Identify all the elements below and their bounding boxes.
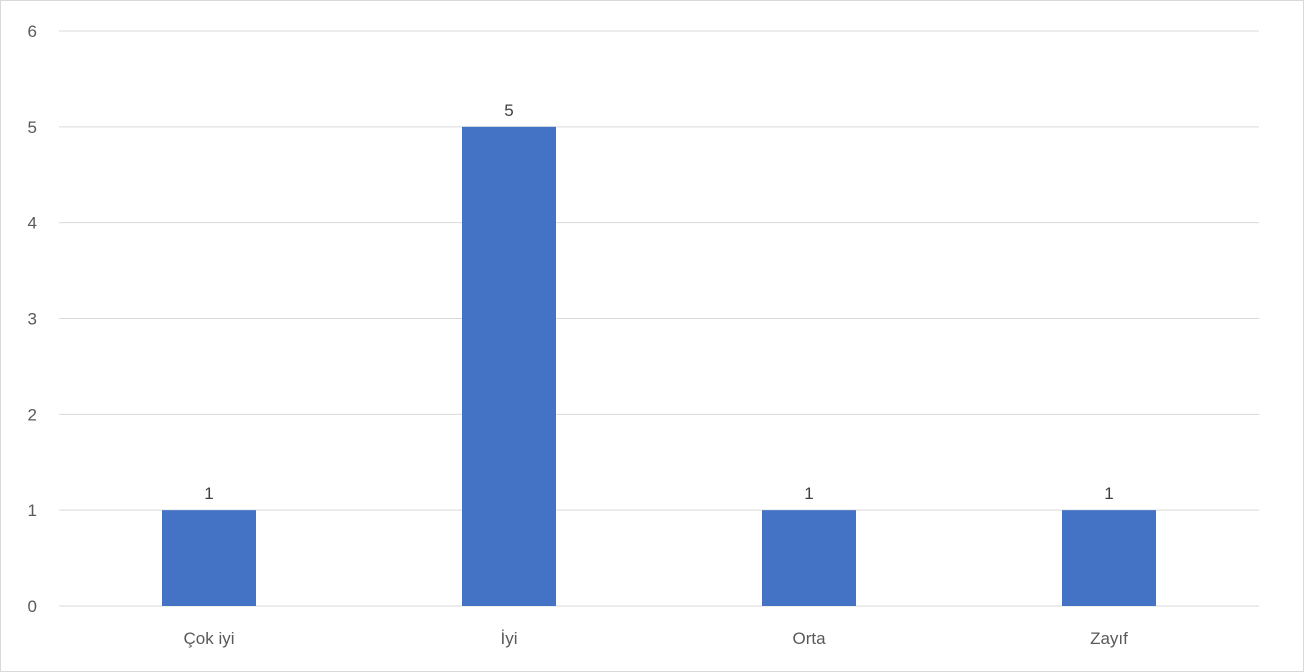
x-axis-tick-labels: Çok iyi İyi Orta Zayıf — [183, 629, 1128, 648]
bar-1 — [162, 510, 256, 606]
x-tick-label: Çok iyi — [183, 629, 234, 648]
data-label: 1 — [804, 484, 813, 503]
data-label: 5 — [504, 101, 513, 120]
bars — [162, 126, 1156, 606]
bar-2 — [462, 126, 556, 606]
y-axis-tick-labels: 0 1 2 3 4 5 6 — [28, 22, 37, 616]
y-tick-label: 2 — [28, 405, 37, 424]
x-tick-label: İyi — [501, 629, 518, 648]
data-labels: 151 1 — [204, 101, 1113, 503]
data-label: 1 — [204, 484, 213, 503]
bar-4 — [1062, 510, 1156, 606]
data-label: 1 — [1104, 484, 1113, 503]
bar-3 — [762, 510, 856, 606]
y-tick-label: 3 — [28, 310, 37, 329]
y-tick-label: 6 — [28, 22, 37, 41]
gridlines — [59, 30, 1259, 607]
x-tick-label: Zayıf — [1090, 629, 1128, 648]
y-tick-label: 4 — [28, 214, 37, 233]
y-tick-label: 5 — [28, 118, 37, 137]
y-tick-label: 0 — [28, 597, 37, 616]
x-tick-label: Orta — [792, 629, 826, 648]
y-tick-label: 1 — [28, 501, 37, 520]
